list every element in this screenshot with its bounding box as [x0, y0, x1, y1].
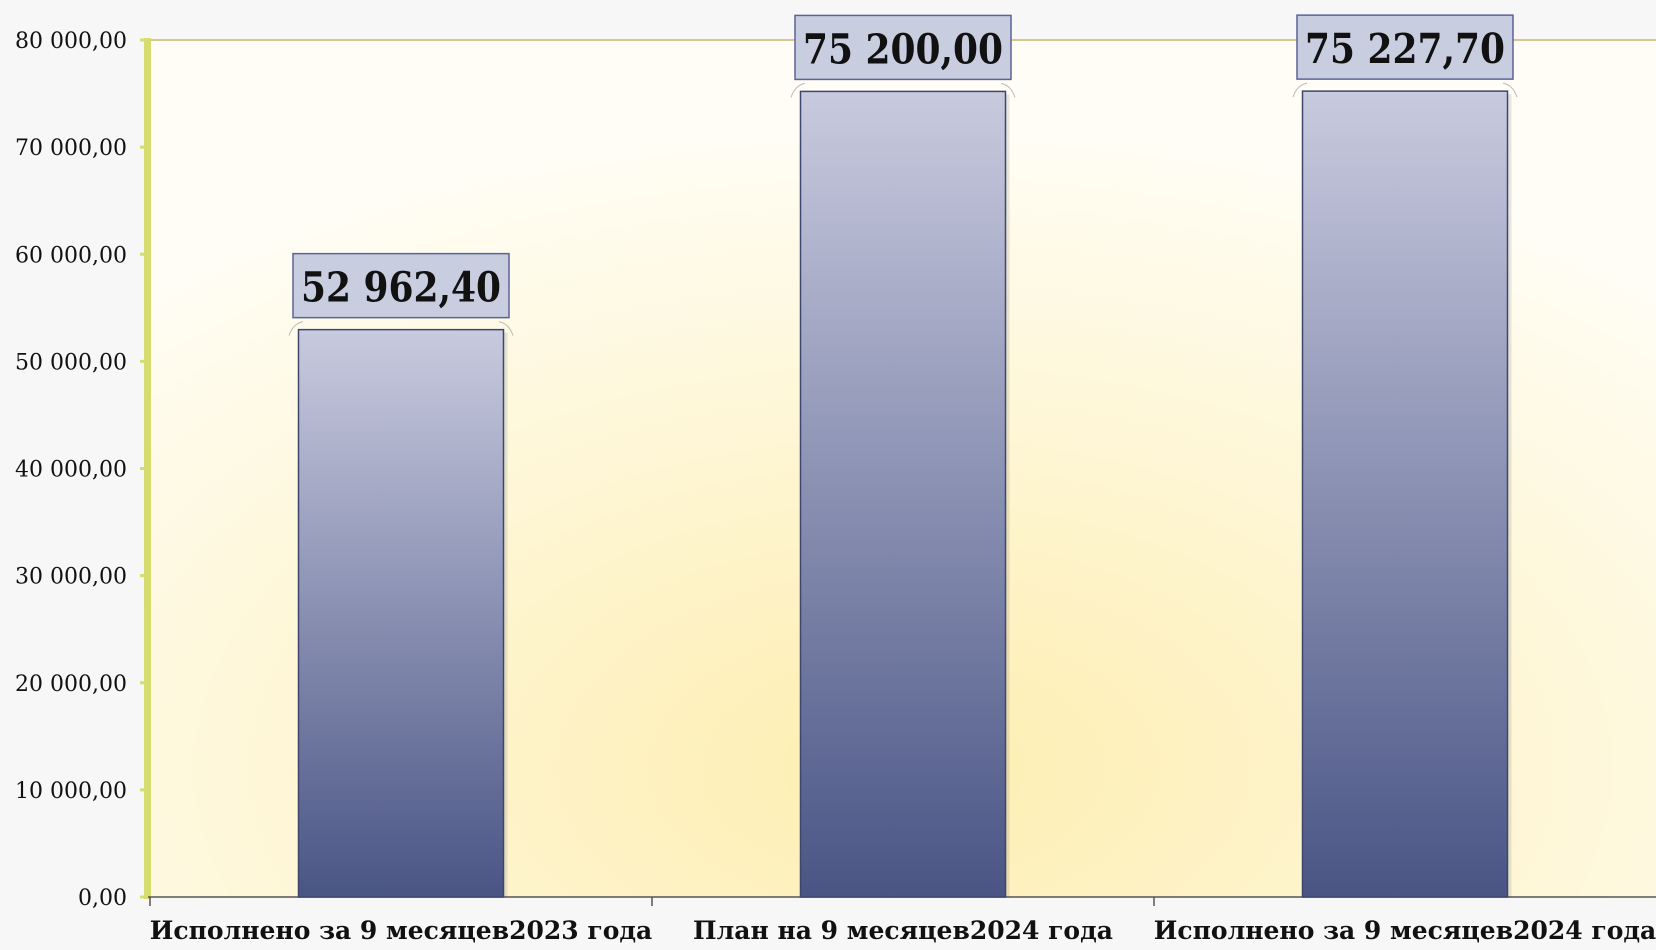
bar: [297, 328, 505, 898]
y-tick-label: 70 000,00: [15, 136, 127, 161]
y-tick-label: 30 000,00: [15, 565, 127, 590]
data-label: 75 200,00: [803, 25, 1003, 73]
label-leader: [288, 321, 514, 336]
x-tick-label: Исполнено за 9 месяцев2023 года: [150, 916, 652, 945]
y-tick-label: 10 000,00: [15, 779, 127, 804]
data-label: 75 227,70: [1305, 25, 1505, 73]
bar: [1301, 90, 1509, 898]
data-label-box: [1296, 14, 1514, 80]
data-labels: 52 962,40 75 200,00 75 227,70: [288, 14, 1518, 336]
y-tick-label: 20 000,00: [15, 672, 127, 697]
y-tick-label: 40 000,00: [15, 458, 127, 483]
data-label-box: [794, 14, 1012, 81]
label-leader: [1292, 82, 1518, 98]
x-axis: Исполнено за 9 месяцев2023 года План на 9…: [148, 896, 1656, 945]
x-tick-label: План на 9 месяцев2024 года: [693, 916, 1113, 945]
label-leader: [790, 82, 1016, 98]
y-tick-label: 80 000,00: [15, 29, 127, 54]
data-label: 52 962,40: [301, 264, 501, 312]
bars: [297, 90, 1512, 898]
x-tick-label: Исполнено за 9 месяцев2024 года: [1154, 916, 1656, 945]
bar: [799, 90, 1007, 898]
y-tick-label: 60 000,00: [15, 243, 127, 268]
y-axis-line: [144, 38, 151, 899]
y-tick-label: 0,00: [78, 886, 127, 911]
y-axis: 0,00 10 000,00 20 000,00 30 000,00 40 000,00…: [15, 29, 151, 911]
y-tick-label: 50 000,00: [15, 350, 127, 375]
data-label-box: [292, 252, 510, 319]
